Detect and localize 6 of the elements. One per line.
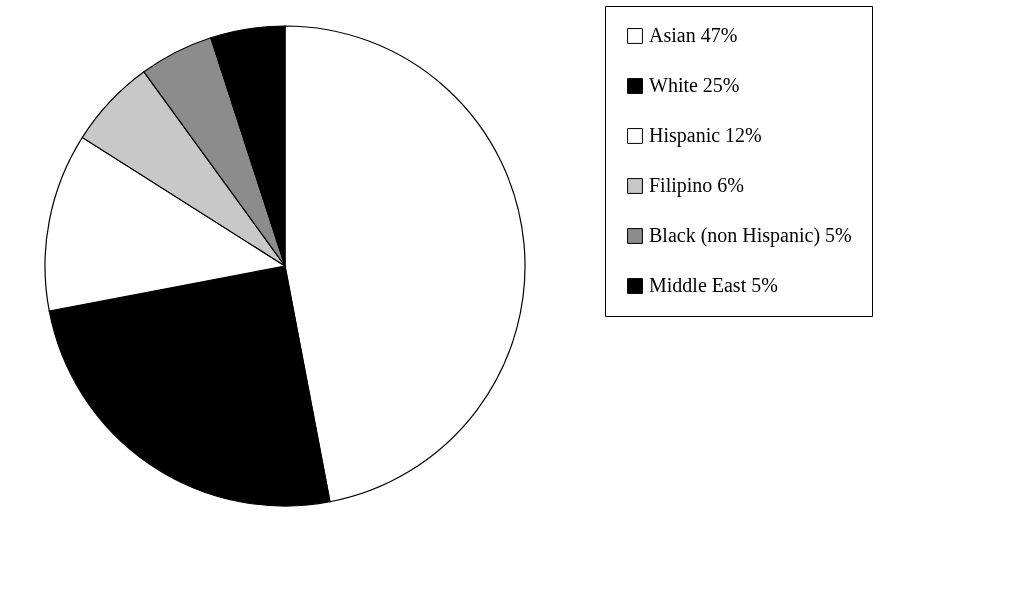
- legend-label: Middle East 5%: [649, 274, 778, 296]
- legend-label: Hispanic 12%: [649, 124, 762, 147]
- legend-label: Asian 47%: [649, 24, 738, 46]
- legend-label: White 25%: [649, 74, 740, 96]
- legend-label: Filipino 6%: [649, 174, 745, 197]
- legend-label: Black (non Hispanic) 5%: [649, 224, 852, 247]
